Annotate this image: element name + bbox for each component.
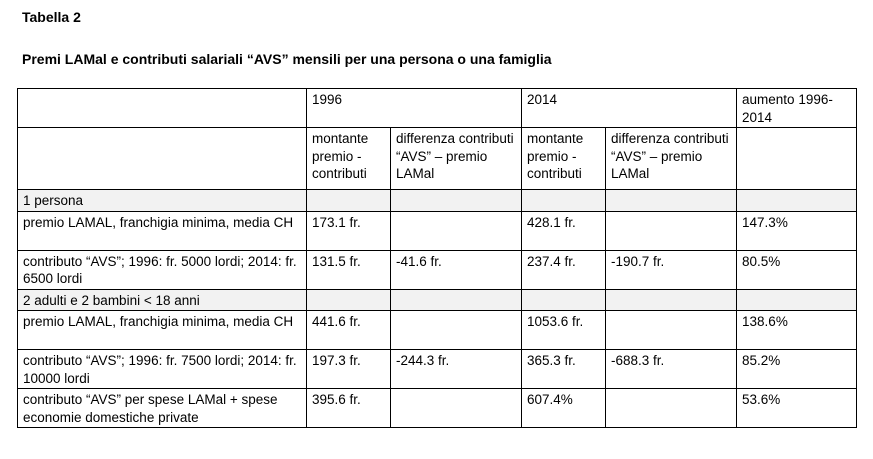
cell-amount-1996: 173.1 fr. bbox=[306, 210, 391, 251]
subheader-amount-1996: montante premio - contributi bbox=[306, 127, 391, 190]
table-row: premio LAMAL, franchigia minima, media C… bbox=[17, 210, 858, 251]
section-empty-cell bbox=[736, 189, 858, 212]
cell-difference-2014 bbox=[605, 210, 738, 251]
cell-amount-1996: 131.5 fr. bbox=[306, 249, 391, 290]
premiums-table: 1996 2014 aumento 1996-2014 montante pre… bbox=[17, 88, 858, 428]
cell-difference-1996: -244.3 fr. bbox=[389, 349, 523, 389]
section-label: 1 persona bbox=[17, 189, 307, 212]
section-empty-cell bbox=[736, 288, 858, 311]
section-empty-cell bbox=[389, 189, 523, 212]
table-title: Premi LAMal e contributi salariali “AVS”… bbox=[22, 51, 552, 67]
section-label: 2 adulti e 2 bambini < 18 anni bbox=[17, 288, 307, 311]
row-label: premio LAMAL, franchigia minima, media C… bbox=[17, 210, 307, 251]
cell-amount-1996: 395.6 fr. bbox=[306, 388, 391, 428]
cell-increase: 138.6% bbox=[736, 310, 858, 350]
header-year-2014: 2014 bbox=[521, 88, 738, 128]
subheader-difference-2014: differenza contributi “AVS” – premio LAM… bbox=[605, 127, 738, 190]
section-empty-cell bbox=[389, 288, 523, 311]
table-caption: Tabella 2 bbox=[22, 9, 81, 25]
cell-difference-2014: -190.7 fr. bbox=[605, 249, 738, 290]
section-empty-cell bbox=[521, 189, 607, 212]
section-empty-cell bbox=[306, 288, 391, 311]
cell-increase: 147.3% bbox=[736, 210, 858, 251]
row-label: contributo “AVS”; 1996: fr. 7500 lordi; … bbox=[17, 349, 307, 389]
table-row: contributo “AVS” per spese LAMal + spese… bbox=[17, 388, 858, 428]
cell-amount-2014: 428.1 fr. bbox=[521, 210, 607, 251]
cell-increase: 80.5% bbox=[736, 249, 858, 290]
section-empty-cell bbox=[521, 288, 607, 311]
cell-difference-2014: -688.3 fr. bbox=[605, 349, 738, 389]
header-increase: aumento 1996-2014 bbox=[736, 88, 858, 128]
section-empty-cell bbox=[306, 189, 391, 212]
header-row-subcolumns: montante premio - contributi differenza … bbox=[17, 127, 858, 190]
subheader-amount-2014: montante premio - contributi bbox=[521, 127, 607, 190]
section-empty-cell bbox=[605, 189, 738, 212]
cell-difference-1996 bbox=[389, 210, 523, 251]
table-row: contributo “AVS”; 1996: fr. 5000 lordi; … bbox=[17, 249, 858, 290]
cell-amount-1996: 441.6 fr. bbox=[306, 310, 391, 350]
cell-difference-1996 bbox=[389, 310, 523, 350]
header-year-1996: 1996 bbox=[305, 88, 523, 128]
cell-amount-1996: 197.3 fr. bbox=[306, 349, 391, 389]
cell-increase: 53.6% bbox=[736, 388, 858, 428]
row-label: premio LAMAL, franchigia minima, media C… bbox=[17, 310, 307, 350]
section-empty-cell bbox=[605, 288, 738, 311]
cell-difference-2014 bbox=[605, 310, 738, 350]
cell-difference-1996: -41.6 fr. bbox=[389, 249, 523, 290]
table-row: contributo “AVS”; 1996: fr. 7500 lordi; … bbox=[17, 349, 858, 389]
cell-difference-2014 bbox=[605, 388, 738, 428]
header-empty-cell bbox=[17, 127, 307, 190]
header-empty-cell bbox=[736, 127, 858, 190]
row-label: contributo “AVS”; 1996: fr. 5000 lordi; … bbox=[17, 249, 307, 290]
header-row-years: 1996 2014 aumento 1996-2014 bbox=[17, 88, 858, 128]
cell-increase: 85.2% bbox=[736, 349, 858, 389]
row-label: contributo “AVS” per spese LAMal + spese… bbox=[17, 388, 307, 428]
table-row: premio LAMAL, franchigia minima, media C… bbox=[17, 310, 858, 350]
header-empty-cell bbox=[17, 88, 307, 128]
cell-difference-1996 bbox=[389, 388, 523, 428]
section-row-single-person: 1 persona bbox=[17, 189, 858, 212]
cell-amount-2014: 607.4% bbox=[521, 388, 607, 428]
subheader-difference-1996: differenza contributi “AVS” – premio LAM… bbox=[389, 127, 523, 190]
cell-amount-2014: 1053.6 fr. bbox=[521, 310, 607, 350]
cell-amount-2014: 365.3 fr. bbox=[521, 349, 607, 389]
cell-amount-2014: 237.4 fr. bbox=[521, 249, 607, 290]
section-row-family: 2 adulti e 2 bambini < 18 anni bbox=[17, 288, 858, 311]
